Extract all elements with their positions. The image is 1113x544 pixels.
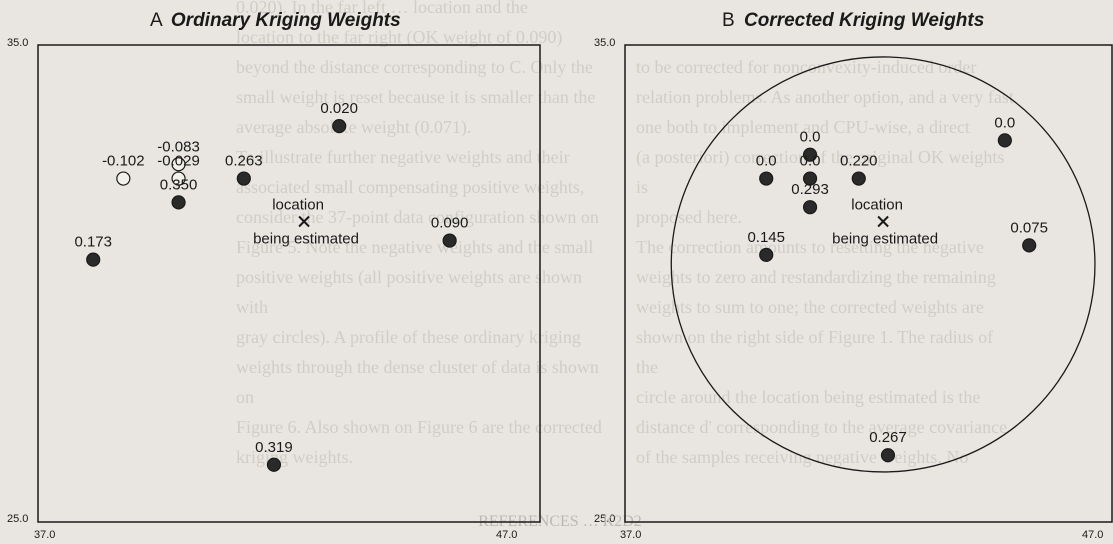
estimation-location-marker bbox=[298, 215, 310, 228]
plot-frame bbox=[624, 44, 1113, 523]
sample-point-positive bbox=[759, 247, 774, 262]
panel-b-plot: 0.0 0.0 0.0 0.0 0.220 0.293 0.075 0.145 0.267 loc… bbox=[624, 44, 1113, 523]
sample-point-positive bbox=[802, 147, 818, 162]
sample-point-negative bbox=[171, 171, 186, 186]
sample-point-positive bbox=[759, 171, 774, 186]
weight-label: 0.263 bbox=[225, 153, 263, 170]
weight-label: 0.173 bbox=[74, 234, 112, 251]
sample-point-positive bbox=[997, 133, 1012, 148]
panel-b-y-top: 35.0 bbox=[594, 37, 616, 49]
background-bottom-heading: REFERENCES … K2D2 bbox=[478, 513, 642, 530]
panel-a-y-top: 35.0 bbox=[7, 37, 29, 49]
panel-b-title: B Corrected Kriging Weights bbox=[722, 10, 984, 32]
weight-label: -0.083 bbox=[157, 138, 200, 155]
location-label: location bbox=[272, 196, 324, 213]
location-label: being estimated bbox=[253, 230, 359, 247]
sample-point-positive bbox=[266, 457, 282, 472]
panel-a-y-bottom: 25.0 bbox=[7, 513, 29, 525]
weight-label: 0.0 bbox=[800, 153, 821, 170]
weight-label: 0.145 bbox=[747, 229, 785, 246]
sample-point-negative bbox=[116, 171, 131, 186]
weight-label: 0.090 bbox=[431, 215, 469, 232]
weight-label: 0.0 bbox=[800, 129, 821, 146]
panel-a-x-left: 37.0 bbox=[34, 529, 56, 541]
panel-b-y-bottom: 25.0 bbox=[594, 513, 616, 525]
sample-point-positive bbox=[171, 195, 186, 210]
sample-point-positive bbox=[236, 171, 251, 186]
sample-point-positive bbox=[851, 171, 866, 186]
sample-point-positive bbox=[86, 252, 101, 267]
panel-a-plot: 0.020 -0.083 -0.102 -0.029 0.263 0.350 0.090 0.… bbox=[37, 44, 541, 523]
weight-label: 0.350 bbox=[160, 176, 198, 193]
panel-a-title: A Ordinary Kriging Weights bbox=[150, 10, 401, 32]
location-label: location bbox=[851, 196, 903, 213]
panel-a-letter: A bbox=[150, 10, 162, 31]
sample-point-positive bbox=[332, 118, 347, 134]
panel-a-x-right: 47.0 bbox=[496, 529, 518, 541]
weight-label: 0.293 bbox=[791, 181, 829, 198]
sample-point-negative bbox=[171, 157, 186, 172]
panel-a-name: Ordinary Kriging Weights bbox=[170, 10, 401, 31]
sample-point-positive bbox=[802, 171, 818, 186]
panel-b-letter: B bbox=[722, 10, 735, 31]
weight-label: 0.220 bbox=[840, 153, 878, 170]
weight-label: -0.102 bbox=[102, 153, 145, 170]
neighborhood-circle bbox=[670, 56, 1096, 473]
sample-point-positive bbox=[1022, 238, 1037, 253]
weight-label: 0.020 bbox=[320, 100, 358, 117]
weight-label: 0.0 bbox=[756, 153, 777, 170]
sample-point-positive bbox=[442, 233, 457, 248]
weight-label: 0.267 bbox=[869, 429, 907, 446]
weight-label: 0.319 bbox=[255, 439, 293, 456]
weight-label: -0.029 bbox=[157, 153, 200, 170]
sample-point-positive bbox=[880, 448, 896, 463]
estimation-location-marker bbox=[877, 215, 889, 228]
weight-label: 0.075 bbox=[1010, 219, 1048, 236]
weight-label: 0.0 bbox=[994, 114, 1015, 131]
panel-b-x-right: 47.0 bbox=[1082, 529, 1104, 541]
sample-point-positive bbox=[802, 200, 818, 215]
panel-b-x-left: 37.0 bbox=[620, 529, 642, 541]
location-label: being estimated bbox=[832, 230, 938, 247]
plot-frame bbox=[37, 44, 541, 523]
panel-b-name: Corrected Kriging Weights bbox=[743, 10, 985, 31]
